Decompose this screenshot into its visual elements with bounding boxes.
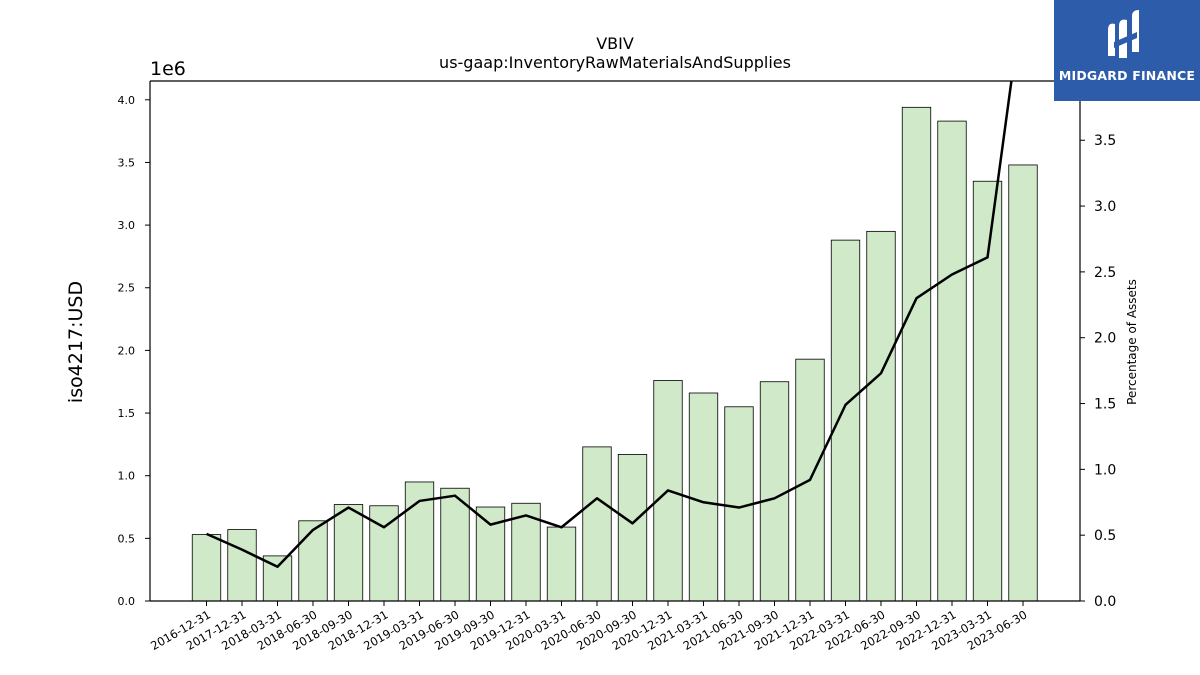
bar [866,230,896,602]
logo-text: MIDGARD FINANCE [1058,68,1196,83]
y-tick-label: 1.5 [118,407,136,420]
bar [759,381,790,602]
bar [1008,164,1038,602]
bar [191,534,222,602]
bar [617,453,648,602]
y2-axis-label: Percentage of Assets [1125,279,1139,405]
bar [582,446,612,602]
y2-tick-label: 0.5 [1094,528,1116,544]
bar [440,487,470,602]
y-tick-label: 3.0 [118,219,136,232]
y2-tick-label: 0.0 [1094,594,1116,610]
y-tick-label: 1.0 [118,470,136,483]
bar [972,180,1003,602]
bars-group [191,106,1038,602]
bar [688,392,719,602]
y2-tick-label: 1.5 [1094,397,1116,413]
y-axis-label: iso4217:USD [65,281,87,403]
y-tick-label: 0.0 [118,595,136,608]
bar [724,406,754,602]
y2-tick-label: 3.0 [1094,199,1116,215]
bar [546,526,577,602]
bar [227,529,257,602]
bar [333,504,364,602]
bar [298,520,328,602]
axes-group [149,80,1081,602]
bar [830,239,861,602]
series-line [205,81,1013,569]
line-layer [205,81,1013,569]
y-tick-label: 2.0 [118,344,136,357]
offset-text: 1e6 [150,58,186,80]
y-tick-label: 3.5 [118,156,136,169]
y2-tick-label: 3.5 [1094,133,1116,149]
bar [937,120,967,602]
bar [901,106,932,602]
y2-tick-label: 1.0 [1094,462,1116,478]
y2-tick-label: 2.0 [1094,331,1116,347]
chart-title: VBIV [596,34,634,53]
chart-subtitle: us-gaap:InventoryRawMaterialsAndSupplies [439,53,791,72]
y-tick-label: 4.0 [118,94,136,107]
bar [653,380,683,602]
logo-mark-icon [1108,10,1139,59]
midgard-finance-logo: MIDGARD FINANCE [1054,0,1200,101]
y-tick-label: 2.5 [118,282,136,295]
y2-tick-label: 2.5 [1094,265,1116,281]
y-tick-label: 0.5 [118,532,136,545]
